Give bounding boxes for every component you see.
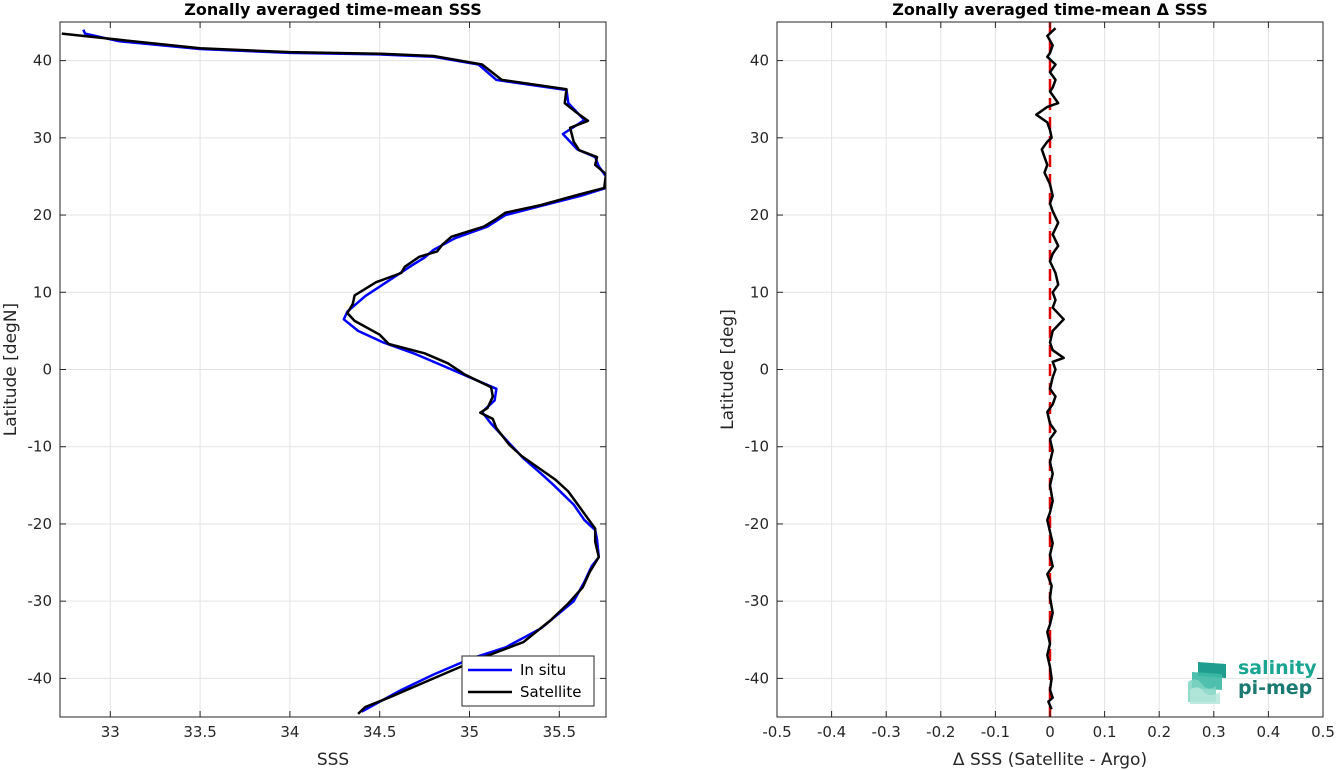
y-tick-label: 10 — [750, 283, 769, 301]
x-tick-label: 0 — [1045, 723, 1055, 741]
x-tick-label: 34 — [280, 723, 299, 741]
x-tick-label: -0.3 — [872, 723, 901, 741]
series-delta-sss — [1035, 27, 1065, 710]
x-tick-label: 33.5 — [183, 723, 216, 741]
y-tick-label: -10 — [28, 438, 53, 456]
y-tick-label: -20 — [28, 515, 53, 533]
y-axis-label: Latitude [degN] — [1, 303, 21, 436]
y-tick-label: 10 — [33, 283, 52, 301]
y-tick-label: 40 — [750, 52, 769, 70]
x-axis-label: SSS — [317, 750, 349, 770]
chart-title: Zonally averaged time-mean SSS — [184, 0, 482, 19]
x-tick-label: 0.3 — [1202, 723, 1226, 741]
y-tick-label: 30 — [750, 129, 769, 147]
x-tick-label: -0.1 — [981, 723, 1010, 741]
y-tick-label: -40 — [28, 669, 53, 687]
logo-text-pi-mep: pi-mep — [1238, 677, 1313, 699]
salinity-pi-mep-logo: salinity pi-mep — [1186, 656, 1317, 708]
x-tick-label: 0.5 — [1311, 723, 1335, 741]
legend-label: Satellite — [520, 683, 581, 701]
x-tick-label: 33 — [101, 723, 120, 741]
y-tick-label: 0 — [42, 361, 52, 379]
legend-box — [461, 655, 595, 707]
y-tick-label: -30 — [745, 592, 770, 610]
y-tick-label: 20 — [33, 206, 52, 224]
delta-sss-panel: -0.5 -0.4 -0.3 -0.2 -0.1 0 0.1 0.2 0.3 0.4 0.5 40 30… — [718, 0, 1335, 770]
x-tick-label: 35 — [460, 723, 479, 741]
y-tick-label: -20 — [745, 515, 770, 533]
x-tick-label: -0.4 — [817, 723, 846, 741]
x-tick-label: -0.5 — [762, 723, 791, 741]
y-axis-label: Latitude [deg] — [718, 309, 738, 430]
grid — [60, 22, 606, 717]
y-tick-label: -10 — [745, 438, 770, 456]
y-tick-label: 0 — [759, 361, 769, 379]
y-tick-label: 20 — [750, 206, 769, 224]
wave-logo-icon — [1188, 662, 1226, 704]
x-tick-label: 0.4 — [1256, 723, 1280, 741]
x-tick-label: 34.5 — [363, 723, 396, 741]
sss-panel: 33 33.5 34 34.5 35 35.5 40 30 20 10 0 -10 -20 -30 -40 Z… — [1, 0, 607, 770]
legend-label: In situ — [520, 661, 566, 679]
y-tick-label: 40 — [33, 52, 52, 70]
x-tick-label: 0.2 — [1147, 723, 1171, 741]
y-tick-label: -30 — [28, 592, 53, 610]
series-satellite — [61, 32, 606, 715]
x-tick-label: 35.5 — [543, 723, 576, 741]
chart-title: Zonally averaged time-mean Δ SSS — [892, 0, 1208, 19]
legend: In situ Satellite — [461, 655, 595, 707]
x-tick-label: 0.1 — [1093, 723, 1117, 741]
y-tick-label: -40 — [745, 669, 770, 687]
y-tick-label: 30 — [33, 129, 52, 147]
x-tick-label: -0.2 — [926, 723, 955, 741]
logo-text-salinity: salinity — [1238, 657, 1317, 679]
x-axis-label: Δ SSS (Satellite - Argo) — [953, 750, 1147, 770]
